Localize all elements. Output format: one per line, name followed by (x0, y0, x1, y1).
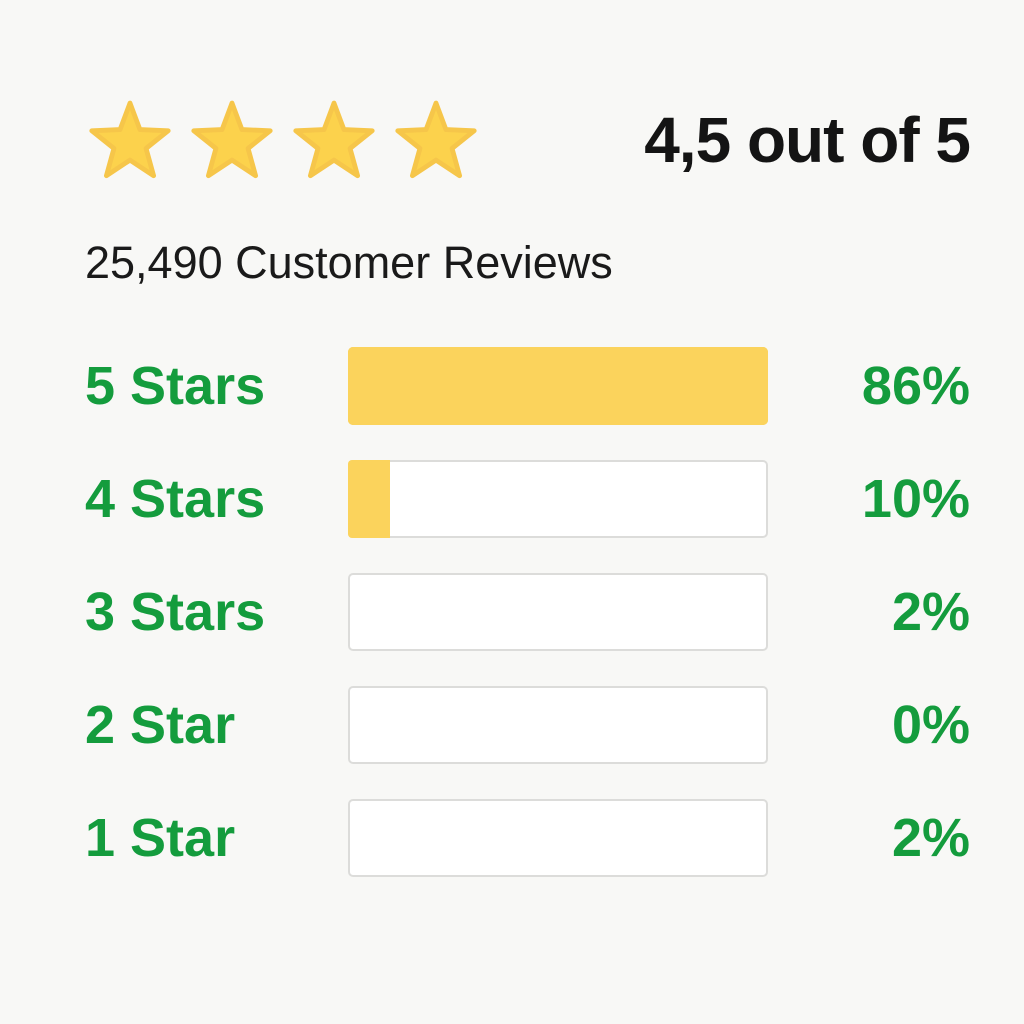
rating-row-percent: 2% (891, 808, 970, 868)
rating-row-5-stars: 5 Stars 86% (85, 347, 970, 425)
rating-bar (348, 347, 768, 425)
rating-row-2-stars: 2 Star 0% (85, 686, 970, 764)
rating-header: 4,5 out of 5 (85, 95, 971, 185)
rating-row-percent: 2% (891, 582, 970, 642)
rating-row-3-stars: 3 Stars 2% (85, 573, 970, 651)
rating-row-label: 3 Stars (85, 582, 266, 642)
rating-row-percent: 10% (861, 469, 970, 529)
star-rating (85, 95, 481, 185)
rating-row-1-star: 1 Star 2% (85, 799, 970, 877)
rating-row-4-stars: 4 Stars 10% (85, 460, 970, 538)
star-icon (89, 100, 171, 179)
rating-bar (348, 799, 768, 877)
rating-bar (348, 686, 768, 764)
rating-score: 4,5 out of 5 (644, 104, 971, 176)
rating-row-label: 5 Stars (85, 356, 266, 416)
star-icon (395, 100, 477, 179)
star-icon (293, 100, 375, 179)
rating-bar-fill (348, 347, 768, 425)
rating-bar-fill (348, 460, 390, 538)
rating-row-label: 4 Stars (85, 469, 266, 529)
rating-row-label: 1 Star (85, 808, 236, 868)
review-count: 25,490 Customer Reviews (85, 237, 613, 288)
rating-row-percent: 0% (891, 695, 970, 755)
star-icon (191, 100, 273, 179)
rating-breakdown-chart: 5 Stars 86% 4 Stars 10% 3 Stars 2% 2 Sta… (85, 347, 970, 877)
rating-bar (348, 573, 768, 651)
rating-row-percent: 86% (861, 356, 970, 416)
rating-bar (348, 460, 768, 538)
rating-row-label: 2 Star (85, 695, 236, 755)
